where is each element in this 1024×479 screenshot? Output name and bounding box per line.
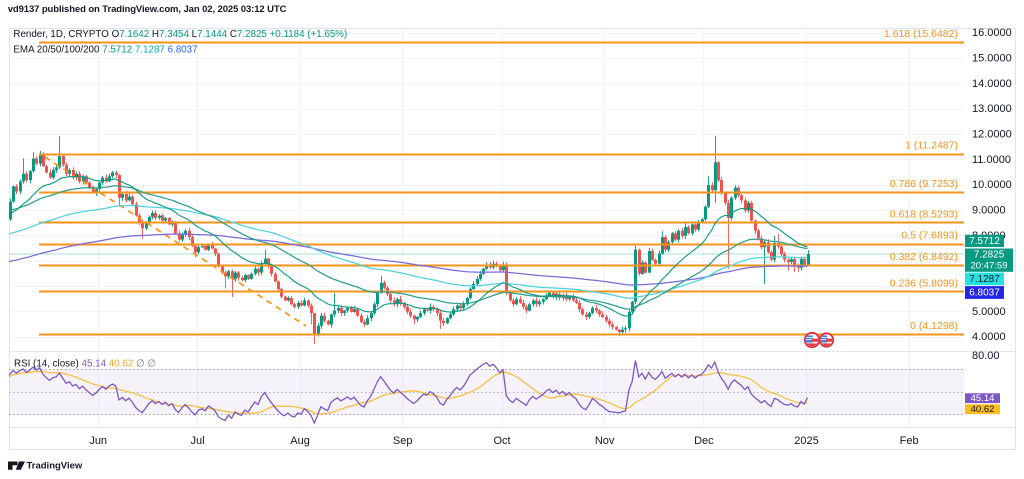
svg-text:7.1287: 7.1287 xyxy=(969,274,1000,285)
svg-text:9.0000: 9.0000 xyxy=(972,205,1006,217)
svg-text:15.0000: 15.0000 xyxy=(972,52,1012,64)
svg-text:0.786 (9.7253): 0.786 (9.7253) xyxy=(890,178,958,190)
svg-text:0.5 (7.6893): 0.5 (7.6893) xyxy=(901,230,958,242)
svg-text:7.5712: 7.5712 xyxy=(969,236,1000,247)
svg-text:2025: 2025 xyxy=(794,435,818,447)
svg-text:Jul: Jul xyxy=(190,435,204,447)
svg-text:0.236 (5.8099): 0.236 (5.8099) xyxy=(890,277,958,289)
svg-text:0 (4.1298): 0 (4.1298) xyxy=(910,320,958,332)
svg-text:RSI (14, close) 45.14 40.62 ∅: RSI (14, close) 45.14 40.62 ∅ ∅ xyxy=(14,358,156,369)
svg-text:4.0000: 4.0000 xyxy=(972,331,1006,343)
svg-text:EMA 20/50/100/200 7.5712 7.1: EMA 20/50/100/200 7.5712 7.1287 6.8037 xyxy=(13,44,197,55)
svg-text:Feb: Feb xyxy=(900,435,919,447)
svg-text:7.2825: 7.2825 xyxy=(974,250,1005,261)
svg-text:12.0000: 12.0000 xyxy=(972,129,1012,141)
svg-text:6.8037: 6.8037 xyxy=(969,288,1000,299)
svg-text:14.0000: 14.0000 xyxy=(972,78,1012,90)
svg-text:11.0000: 11.0000 xyxy=(972,154,1011,166)
svg-text:80.00: 80.00 xyxy=(972,350,1000,362)
svg-text:TradingView: TradingView xyxy=(27,461,83,472)
svg-text:1.618 (15.6482): 1.618 (15.6482) xyxy=(884,28,958,40)
svg-text:Render, 1D, CRYPTO O7.1642 H: Render, 1D, CRYPTO O7.1642 H7.3454 L7.14… xyxy=(13,29,347,40)
svg-text:Dec: Dec xyxy=(694,435,714,447)
svg-text:16.0000: 16.0000 xyxy=(972,27,1012,39)
svg-text:Jun: Jun xyxy=(89,435,107,447)
svg-text:0.618 (8.5293): 0.618 (8.5293) xyxy=(890,208,958,220)
svg-text:1 (11.2487): 1 (11.2487) xyxy=(905,140,958,152)
svg-text:Sep: Sep xyxy=(393,435,413,447)
svg-text:20:47:59: 20:47:59 xyxy=(971,261,1008,272)
svg-text:0.382 (6.8492): 0.382 (6.8492) xyxy=(890,251,958,263)
svg-text:vd9137 published on TradingVie: vd9137 published on TradingView.com, Jan… xyxy=(8,4,287,15)
svg-text:5.0000: 5.0000 xyxy=(972,306,1006,318)
svg-text:Aug: Aug xyxy=(290,435,310,447)
svg-text:45.14: 45.14 xyxy=(971,393,995,404)
svg-text:13.0000: 13.0000 xyxy=(972,103,1012,115)
svg-text:40.62: 40.62 xyxy=(971,404,995,415)
svg-text:10.0000: 10.0000 xyxy=(972,179,1012,191)
svg-text:Nov: Nov xyxy=(595,435,615,447)
svg-text:Oct: Oct xyxy=(493,435,510,447)
